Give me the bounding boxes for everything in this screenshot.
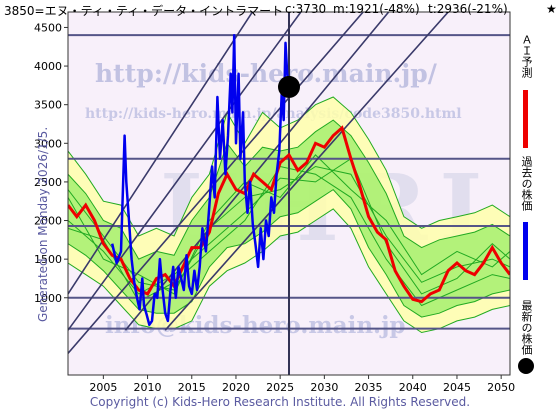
- legend-latest-label: 最新の株価: [520, 300, 533, 355]
- y-tick-label: 2000: [34, 215, 62, 228]
- chart-header: 3850=エヌ・ティ・ティ・データ・イントラマート c:3730 m:1921(…: [4, 2, 532, 18]
- target-price: t:2936(-21%): [428, 2, 508, 16]
- y-tick-label: 1000: [34, 292, 62, 305]
- watermark-url-top: http://kids-hero.main.jp/: [95, 59, 438, 88]
- trend-line: [164, 12, 450, 331]
- legend-ai-label: ＡＩ予測: [520, 34, 533, 78]
- legend-past-label: 過去の株価: [520, 156, 533, 211]
- stock-code-name: 3850=エヌ・ティ・ティ・データ・イントラマート: [4, 4, 284, 18]
- x-tick-label: 2030: [310, 381, 338, 394]
- watermark-url-analysis: http://kids-hero.main.jp/analysis/code38…: [85, 106, 462, 122]
- x-tick-label: 2035: [355, 381, 383, 394]
- x-tick-label: 2040: [399, 381, 427, 394]
- forecast-band-line: [68, 154, 510, 295]
- star-icon: ★: [546, 2, 557, 16]
- y-tick-label: 3000: [34, 137, 62, 150]
- x-tick-label: 2005: [89, 381, 117, 394]
- x-tick-label: 2015: [178, 381, 206, 394]
- historical-price-line: [110, 33, 291, 327]
- x-tick-label: 2020: [222, 381, 250, 394]
- latest-price-marker: [278, 75, 300, 98]
- current-price: c:3730: [285, 2, 327, 16]
- copyright-notice: Copyright (c) Kids-Hero Research Institu…: [89, 395, 471, 409]
- y-tick-label: 2500: [34, 176, 62, 189]
- x-tick-label: 2025: [266, 381, 294, 394]
- plot-frame: [67, 11, 511, 376]
- y-tick-label: 1500: [34, 253, 62, 266]
- min-price: m:1921(-48%): [333, 2, 420, 16]
- x-tick-label: 2050: [487, 381, 515, 394]
- y-tick-label: 3500: [34, 99, 62, 112]
- legend-latest-swatch: [518, 358, 534, 374]
- trend-line: [68, 12, 254, 295]
- y-tick-label: 4500: [34, 21, 62, 34]
- y-tick-label: 4000: [34, 60, 62, 73]
- legend-ai-swatch: [523, 90, 528, 148]
- generated-date-note: Generated on Monday 2026/1/5.: [36, 126, 50, 322]
- legend-past-swatch: [523, 222, 528, 280]
- x-tick-label: 2045: [443, 381, 471, 394]
- x-tick-label: 2010: [134, 381, 162, 394]
